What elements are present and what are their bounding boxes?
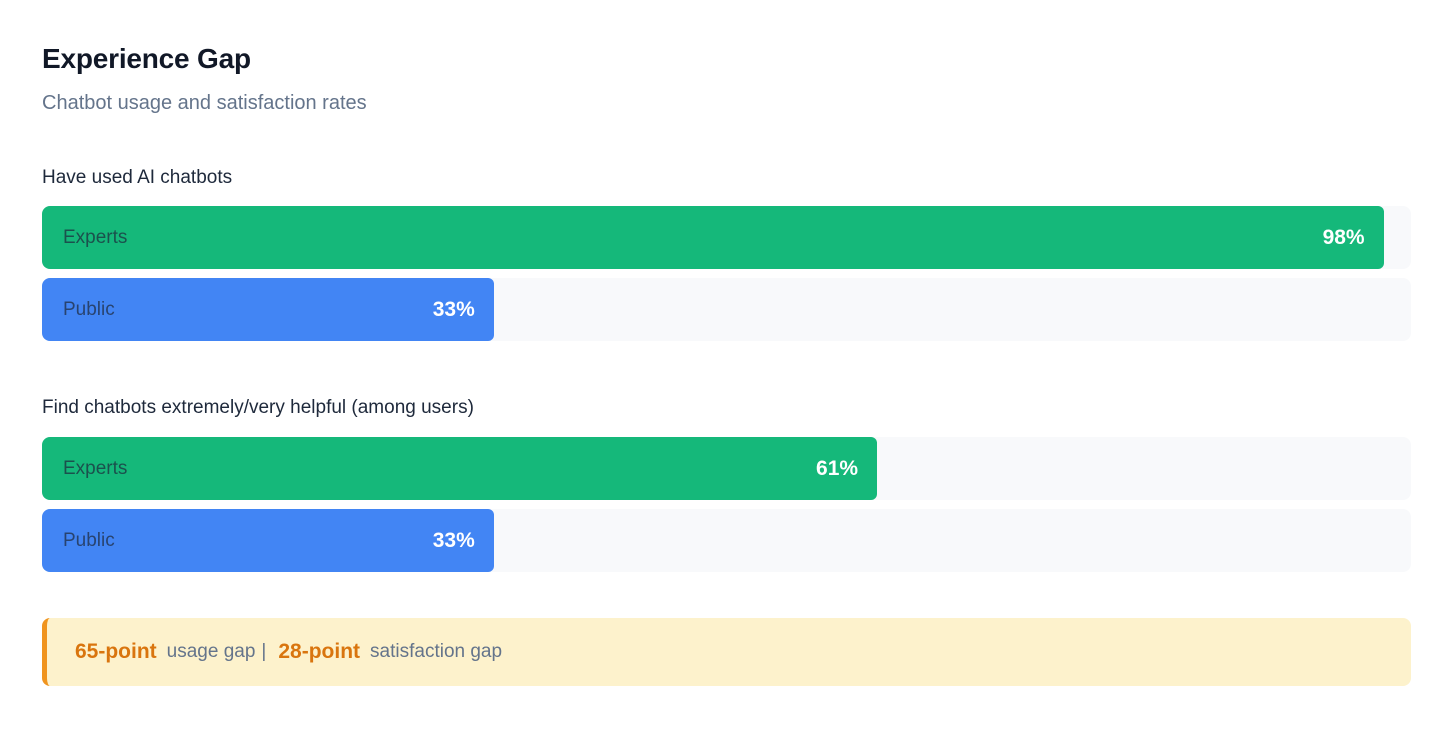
bar-group-usage: Experts 98% Public 33%: [42, 206, 1411, 342]
satisfaction-gap-value: 28-point: [278, 640, 361, 664]
bar-label: Experts: [63, 226, 128, 248]
bar-track-public-satisfaction: Public 33%: [42, 509, 1411, 573]
bar-track-experts-usage: Experts 98%: [42, 206, 1411, 270]
usage-gap-label: usage gap: [166, 641, 256, 663]
page-title: Experience Gap: [42, 43, 251, 74]
bar-experts-usage: Experts 98%: [42, 206, 1384, 270]
bar-value: 33%: [432, 528, 475, 552]
page-subtitle: Chatbot usage and satisfaction rates: [42, 91, 367, 114]
bar-public-satisfaction: Public 33%: [42, 509, 494, 573]
section-heading-usage: Have used AI chatbots: [42, 166, 233, 188]
callout-separator: |: [261, 641, 267, 663]
usage-gap-value: 65-point: [75, 640, 157, 664]
bar-label: Public: [63, 529, 115, 551]
bar-label: Experts: [63, 457, 128, 479]
bar-group-satisfaction: Experts 61% Public 33%: [42, 437, 1411, 573]
gap-summary-callout: 65-point usage gap | 28-point satisfacti…: [42, 618, 1411, 687]
bar-value: 61%: [816, 456, 859, 480]
section-heading-satisfaction: Find chatbots extremely/very helpful (am…: [42, 397, 474, 419]
bar-track-public-usage: Public 33%: [42, 278, 1411, 342]
bar-public-usage: Public 33%: [42, 278, 494, 342]
bar-label: Public: [63, 298, 115, 320]
bar-experts-satisfaction: Experts 61%: [42, 437, 878, 501]
bar-track-experts-satisfaction: Experts 61%: [42, 437, 1411, 501]
bar-value: 98%: [1322, 225, 1365, 249]
satisfaction-gap-label: satisfaction gap: [370, 641, 503, 663]
bar-value: 33%: [432, 297, 475, 321]
